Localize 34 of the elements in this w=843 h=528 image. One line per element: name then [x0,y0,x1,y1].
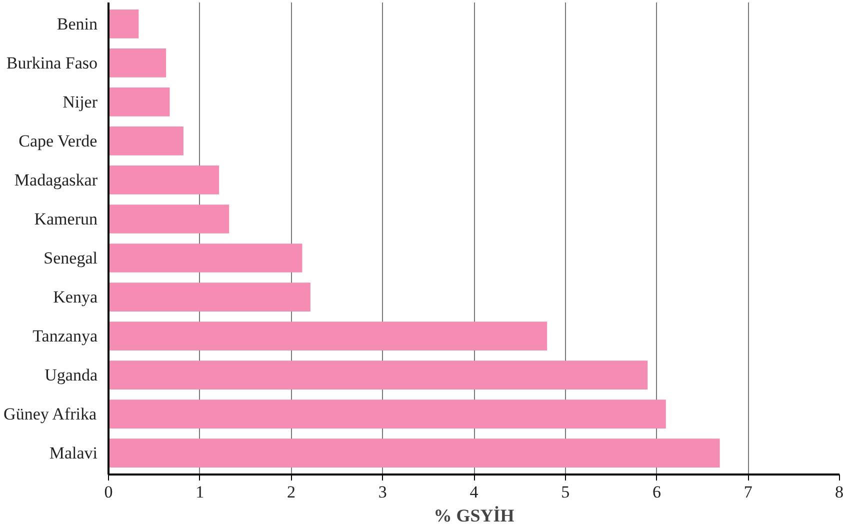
y-tick-label: Kamerun [34,209,98,228]
bar [108,244,302,272]
y-tick-label: Burkina Faso [6,53,98,72]
bar [108,322,548,350]
x-tick-label: 1 [196,482,204,502]
x-axis-title: % GSYİH [434,506,514,526]
x-tick-label: 5 [561,482,570,502]
y-tick-label: Tanzanya [32,326,98,346]
x-tick-label: 3 [378,482,387,502]
y-tick-label: Nijer [62,92,98,112]
bar [108,360,648,390]
x-tick-label: 7 [744,482,753,502]
y-tick-label: Uganda [44,366,98,385]
y-tick-label: Kenya [53,288,98,307]
y-tick-label: Benin [56,14,98,34]
y-tick-label: Güney Afrika [4,404,98,424]
y-tick-label: Madagaskar [14,170,98,190]
bar [108,88,170,116]
bar [108,282,310,312]
bar [108,400,666,428]
bar [108,204,230,234]
bar [108,438,720,468]
x-tick-label: 2 [287,482,296,502]
bar [108,126,184,156]
y-tick-label: Senegal [44,248,98,268]
bar [108,166,220,194]
bar [108,48,166,78]
x-tick-label: 4 [470,482,479,502]
y-tick-label: Malavi [49,444,98,463]
x-tick-label: 6 [652,482,661,502]
y-tick-label: Cape Verde [18,131,98,150]
x-tick-label: 0 [104,482,113,502]
x-tick-label: 8 [835,482,843,502]
bar [108,10,139,38]
